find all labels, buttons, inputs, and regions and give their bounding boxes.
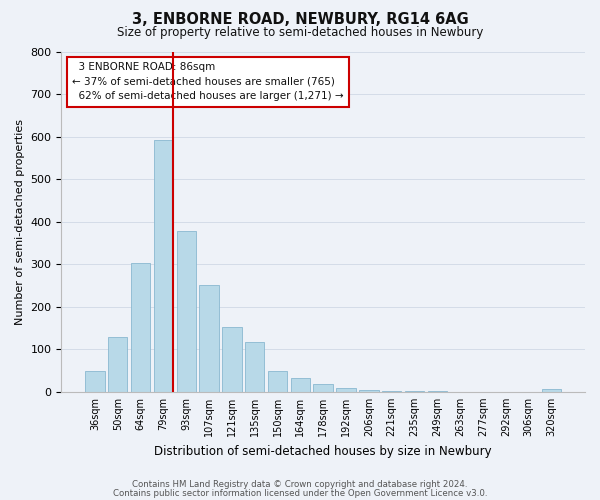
Text: 3 ENBORNE ROAD: 86sqm
← 37% of semi-detached houses are smaller (765)
  62% of s: 3 ENBORNE ROAD: 86sqm ← 37% of semi-deta… [72, 62, 343, 102]
Bar [222, 327, 242, 392]
Bar [108, 338, 127, 392]
Text: Size of property relative to semi-detached houses in Newbury: Size of property relative to semi-detach… [117, 26, 483, 39]
Bar [176, 231, 196, 392]
Bar [245, 342, 265, 392]
Bar [337, 388, 356, 392]
Y-axis label: Number of semi-detached properties: Number of semi-detached properties [15, 118, 25, 324]
Bar [313, 384, 333, 392]
Text: Contains HM Land Registry data © Crown copyright and database right 2024.: Contains HM Land Registry data © Crown c… [132, 480, 468, 489]
Bar [199, 286, 219, 392]
Bar [290, 378, 310, 392]
Bar [131, 264, 150, 392]
X-axis label: Distribution of semi-detached houses by size in Newbury: Distribution of semi-detached houses by … [154, 444, 492, 458]
Bar [85, 370, 104, 392]
Text: Contains public sector information licensed under the Open Government Licence v3: Contains public sector information licen… [113, 488, 487, 498]
Bar [268, 372, 287, 392]
Text: 3, ENBORNE ROAD, NEWBURY, RG14 6AG: 3, ENBORNE ROAD, NEWBURY, RG14 6AG [131, 12, 469, 28]
Bar [382, 391, 401, 392]
Bar [154, 140, 173, 392]
Bar [359, 390, 379, 392]
Bar [542, 390, 561, 392]
